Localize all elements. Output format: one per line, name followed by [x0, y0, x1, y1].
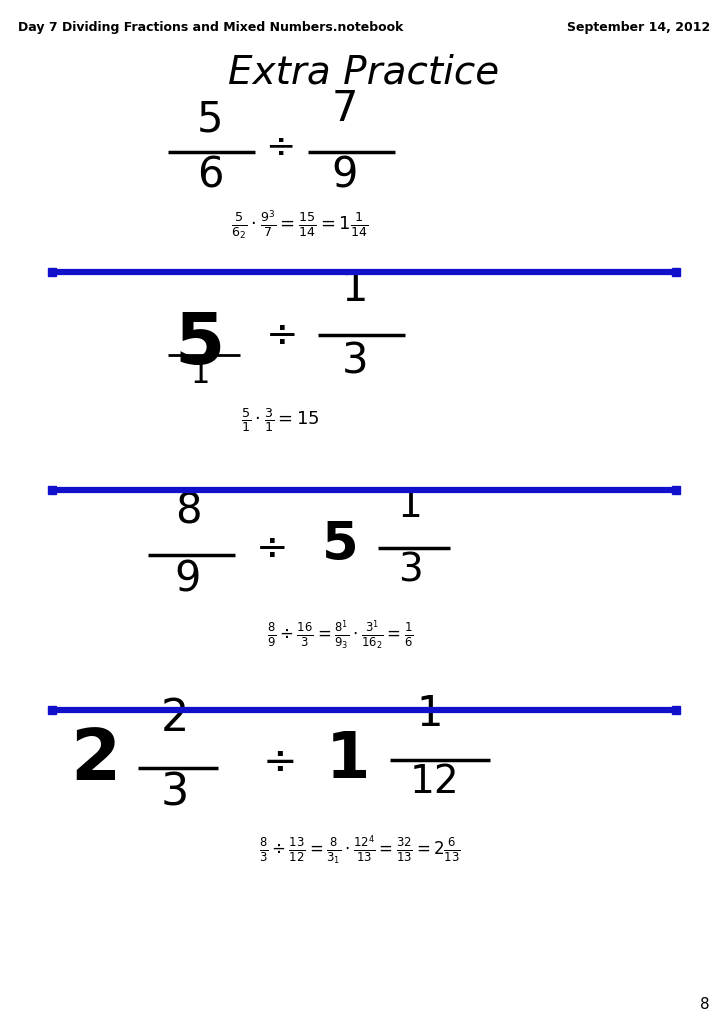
- Text: $\frac{5}{6_2} \cdot \frac{9^3}{7} = \frac{15}{14} = 1\frac{1}{14}$: $\frac{5}{6_2} \cdot \frac{9^3}{7} = \fr…: [232, 208, 368, 241]
- Text: 5: 5: [197, 98, 223, 140]
- Text: 8: 8: [700, 997, 710, 1012]
- Bar: [672, 486, 680, 494]
- Bar: [48, 486, 56, 494]
- Text: $\frac{8}{9} \div \frac{16}{3} = \frac{8^1}{9_3} \cdot \frac{3^1}{16_2} = \frac{: $\frac{8}{9} \div \frac{16}{3} = \frac{8…: [266, 619, 414, 652]
- Text: Day 7 Dividing Fractions and Mixed Numbers.notebook: Day 7 Dividing Fractions and Mixed Numbe…: [18, 22, 403, 34]
- Text: 1: 1: [190, 360, 210, 389]
- Text: 3: 3: [341, 340, 368, 383]
- Text: 6: 6: [197, 155, 223, 197]
- Text: 2: 2: [70, 726, 120, 795]
- Bar: [672, 706, 680, 714]
- Text: 5: 5: [175, 310, 225, 379]
- Text: September 14, 2012: September 14, 2012: [567, 22, 710, 34]
- Text: 8: 8: [175, 490, 202, 532]
- Text: 1: 1: [416, 693, 443, 735]
- Text: 1: 1: [397, 487, 422, 525]
- Text: ÷: ÷: [265, 131, 295, 165]
- Text: ÷: ÷: [256, 529, 288, 567]
- Text: 9: 9: [332, 155, 358, 197]
- Bar: [48, 706, 56, 714]
- Text: 9: 9: [175, 558, 201, 600]
- Bar: [672, 268, 680, 276]
- Text: ÷: ÷: [263, 741, 297, 783]
- Text: Extra Practice: Extra Practice: [229, 53, 499, 91]
- Text: $\frac{5}{1} \cdot \frac{3}{1} = 15$: $\frac{5}{1} \cdot \frac{3}{1} = 15$: [241, 406, 320, 434]
- Text: 1: 1: [341, 268, 368, 310]
- Bar: [48, 268, 56, 276]
- Text: 5: 5: [322, 519, 358, 571]
- Text: 3: 3: [161, 772, 189, 814]
- Text: 2: 2: [161, 697, 189, 740]
- Text: ÷: ÷: [266, 315, 298, 354]
- Text: 7: 7: [332, 88, 358, 130]
- Text: 12: 12: [410, 763, 460, 801]
- Text: 3: 3: [397, 552, 422, 590]
- Text: $\frac{8}{3} \div \frac{13}{12} = \frac{8}{3_1} \cdot \frac{12^4}{13} = \frac{32: $\frac{8}{3} \div \frac{13}{12} = \frac{…: [259, 833, 461, 866]
- Text: 1: 1: [326, 729, 370, 791]
